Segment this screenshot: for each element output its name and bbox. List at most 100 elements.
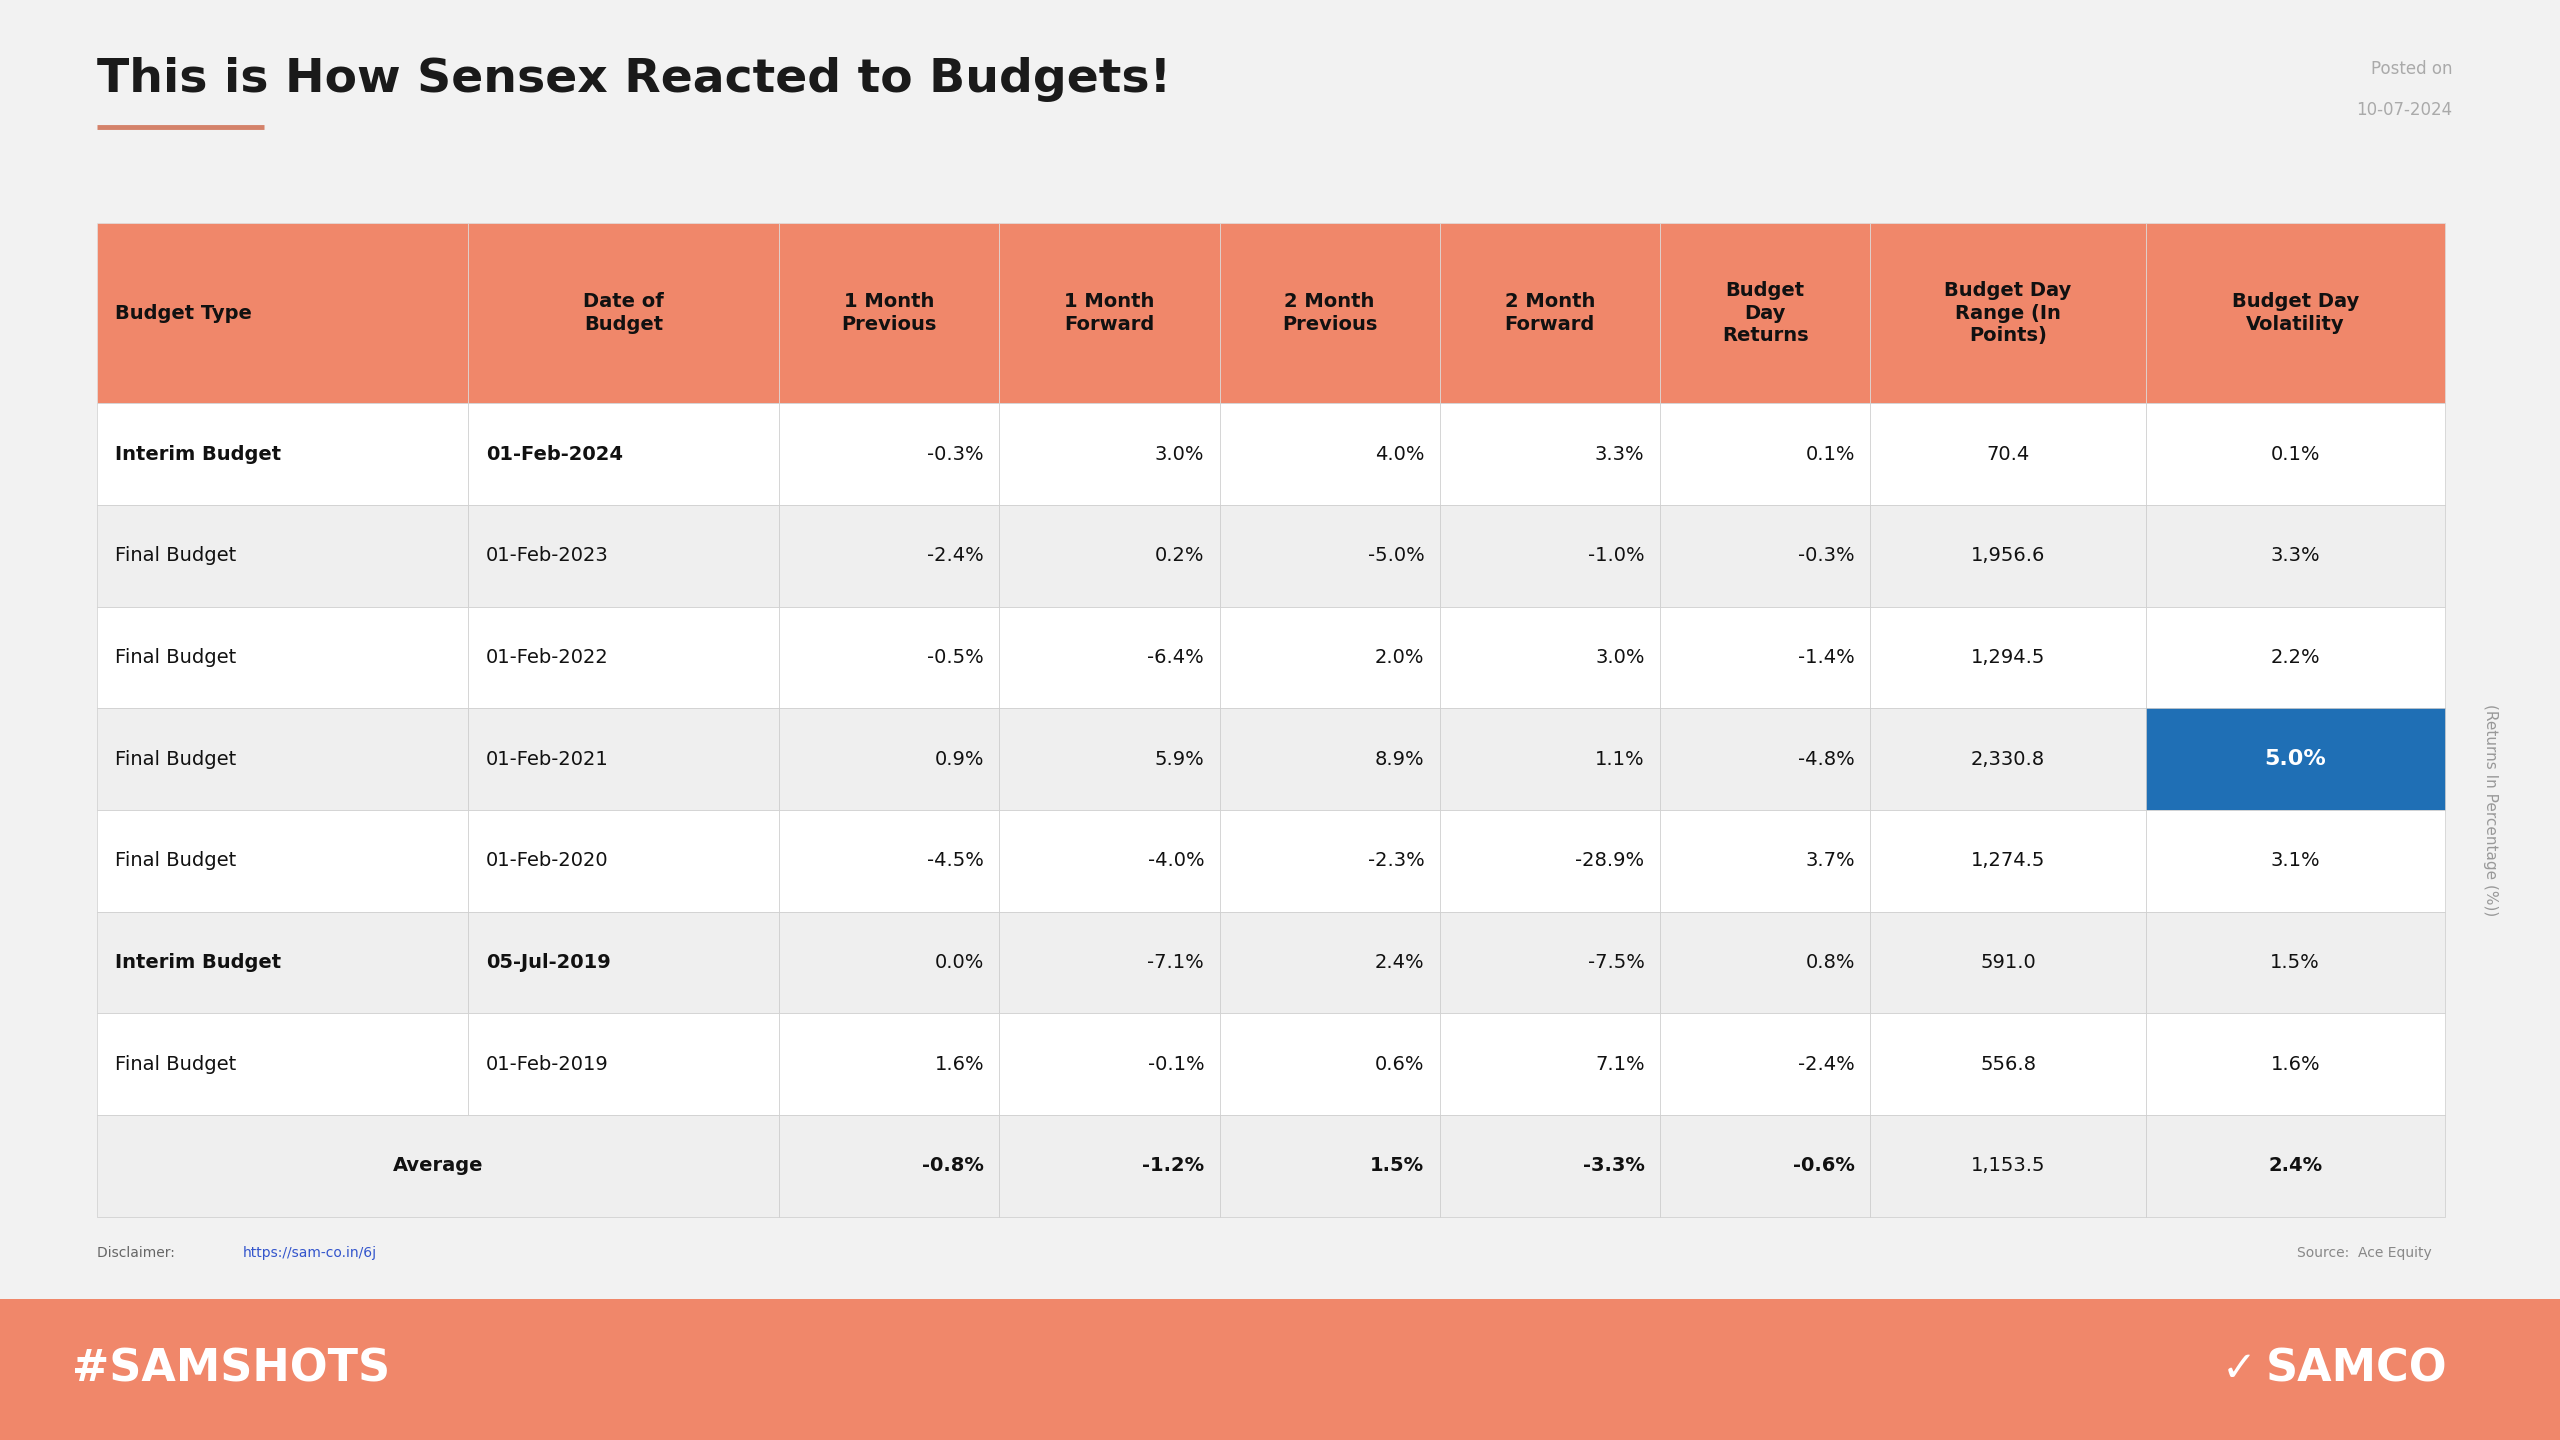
Bar xyxy=(2145,403,2445,505)
Bar xyxy=(468,505,778,606)
Bar xyxy=(1659,809,1871,912)
Text: -28.9%: -28.9% xyxy=(1574,851,1644,870)
Bar xyxy=(998,1115,1219,1217)
Text: -1.4%: -1.4% xyxy=(1797,648,1856,667)
Text: 591.0: 591.0 xyxy=(1981,953,2035,972)
Bar xyxy=(998,912,1219,1014)
Text: Interim Budget: Interim Budget xyxy=(115,445,282,464)
Text: 01-Feb-2020: 01-Feb-2020 xyxy=(486,851,609,870)
Text: -4.8%: -4.8% xyxy=(1797,750,1856,769)
Text: 0.9%: 0.9% xyxy=(934,750,983,769)
Bar xyxy=(468,1014,778,1115)
Text: 3.0%: 3.0% xyxy=(1595,648,1644,667)
Text: 10-07-2024: 10-07-2024 xyxy=(2355,101,2452,118)
Text: -0.5%: -0.5% xyxy=(927,648,983,667)
Text: 1.1%: 1.1% xyxy=(1595,750,1644,769)
Text: 2 Month
Previous: 2 Month Previous xyxy=(1283,292,1377,334)
Text: Budget Type: Budget Type xyxy=(115,304,251,323)
Text: Interim Budget: Interim Budget xyxy=(115,953,282,972)
Bar xyxy=(1219,606,1439,708)
Bar xyxy=(778,708,998,809)
Text: ✓: ✓ xyxy=(2222,1348,2258,1391)
Text: 1.6%: 1.6% xyxy=(2271,1054,2319,1074)
Text: 1.5%: 1.5% xyxy=(2271,953,2319,972)
Text: Date of
Budget: Date of Budget xyxy=(584,292,663,334)
Bar xyxy=(778,505,998,606)
Text: 3.1%: 3.1% xyxy=(2271,851,2319,870)
Bar xyxy=(1871,1014,2145,1115)
Text: -0.8%: -0.8% xyxy=(922,1156,983,1175)
Bar xyxy=(778,1014,998,1115)
Bar xyxy=(1659,708,1871,809)
Text: #SAMSHOTS: #SAMSHOTS xyxy=(72,1348,389,1391)
Text: 1.6%: 1.6% xyxy=(934,1054,983,1074)
Text: 01-Feb-2023: 01-Feb-2023 xyxy=(486,546,609,566)
Text: 2.4%: 2.4% xyxy=(1375,953,1423,972)
Text: 2 Month
Forward: 2 Month Forward xyxy=(1505,292,1595,334)
Text: -2.4%: -2.4% xyxy=(1797,1054,1856,1074)
Bar xyxy=(998,1014,1219,1115)
Bar xyxy=(97,1115,778,1217)
Text: Disclaimer:: Disclaimer: xyxy=(97,1246,179,1260)
Text: Final Budget: Final Budget xyxy=(115,546,236,566)
Bar xyxy=(97,708,468,809)
Text: 5.0%: 5.0% xyxy=(2266,749,2327,769)
Text: 3.3%: 3.3% xyxy=(1595,445,1644,464)
Text: 0.1%: 0.1% xyxy=(2271,445,2319,464)
Text: Average: Average xyxy=(394,1156,484,1175)
Text: Final Budget: Final Budget xyxy=(115,1054,236,1074)
Bar xyxy=(1439,708,1659,809)
Text: Final Budget: Final Budget xyxy=(115,851,236,870)
Text: 1,274.5: 1,274.5 xyxy=(1971,851,2045,870)
Text: 0.1%: 0.1% xyxy=(1805,445,1856,464)
Bar xyxy=(1439,606,1659,708)
Text: -0.3%: -0.3% xyxy=(927,445,983,464)
Text: -4.0%: -4.0% xyxy=(1147,851,1203,870)
Bar xyxy=(468,223,778,403)
Text: 3.3%: 3.3% xyxy=(2271,546,2319,566)
Text: Budget Day
Range (In
Points): Budget Day Range (In Points) xyxy=(1946,281,2071,346)
Text: (Returns In Percentage (%)): (Returns In Percentage (%)) xyxy=(2483,704,2499,916)
Text: -0.6%: -0.6% xyxy=(1792,1156,1856,1175)
Bar xyxy=(2145,912,2445,1014)
Bar xyxy=(778,223,998,403)
Bar xyxy=(1871,809,2145,912)
Text: 2.2%: 2.2% xyxy=(2271,648,2319,667)
Bar xyxy=(998,403,1219,505)
Text: 1 Month
Forward: 1 Month Forward xyxy=(1065,292,1155,334)
Text: Final Budget: Final Budget xyxy=(115,648,236,667)
Bar xyxy=(1871,708,2145,809)
Text: 01-Feb-2019: 01-Feb-2019 xyxy=(486,1054,609,1074)
Text: 7.1%: 7.1% xyxy=(1595,1054,1644,1074)
Bar xyxy=(2145,809,2445,912)
Text: 01-Feb-2024: 01-Feb-2024 xyxy=(486,445,622,464)
Bar xyxy=(97,403,468,505)
Text: https://sam-co.in/6j: https://sam-co.in/6j xyxy=(243,1246,376,1260)
Text: 1.5%: 1.5% xyxy=(1370,1156,1423,1175)
Text: 1,956.6: 1,956.6 xyxy=(1971,546,2045,566)
Bar xyxy=(468,606,778,708)
Text: 01-Feb-2021: 01-Feb-2021 xyxy=(486,750,609,769)
Text: Budget
Day
Returns: Budget Day Returns xyxy=(1723,281,1807,346)
Bar xyxy=(1219,223,1439,403)
Bar xyxy=(998,505,1219,606)
Text: Final Budget: Final Budget xyxy=(115,750,236,769)
Bar xyxy=(998,708,1219,809)
Bar xyxy=(97,223,2445,1217)
Bar xyxy=(778,606,998,708)
Bar xyxy=(2145,223,2445,403)
Bar xyxy=(468,403,778,505)
Bar xyxy=(778,809,998,912)
Text: -1.0%: -1.0% xyxy=(1587,546,1644,566)
Bar xyxy=(468,809,778,912)
Bar xyxy=(998,223,1219,403)
Bar xyxy=(1219,403,1439,505)
Text: 05-Jul-2019: 05-Jul-2019 xyxy=(486,953,612,972)
Text: Budget Day
Volatility: Budget Day Volatility xyxy=(2232,292,2358,334)
Bar xyxy=(2145,505,2445,606)
Bar xyxy=(2145,1014,2445,1115)
Text: 0.2%: 0.2% xyxy=(1155,546,1203,566)
Bar xyxy=(1871,606,2145,708)
Bar xyxy=(2145,606,2445,708)
Bar xyxy=(1219,1115,1439,1217)
